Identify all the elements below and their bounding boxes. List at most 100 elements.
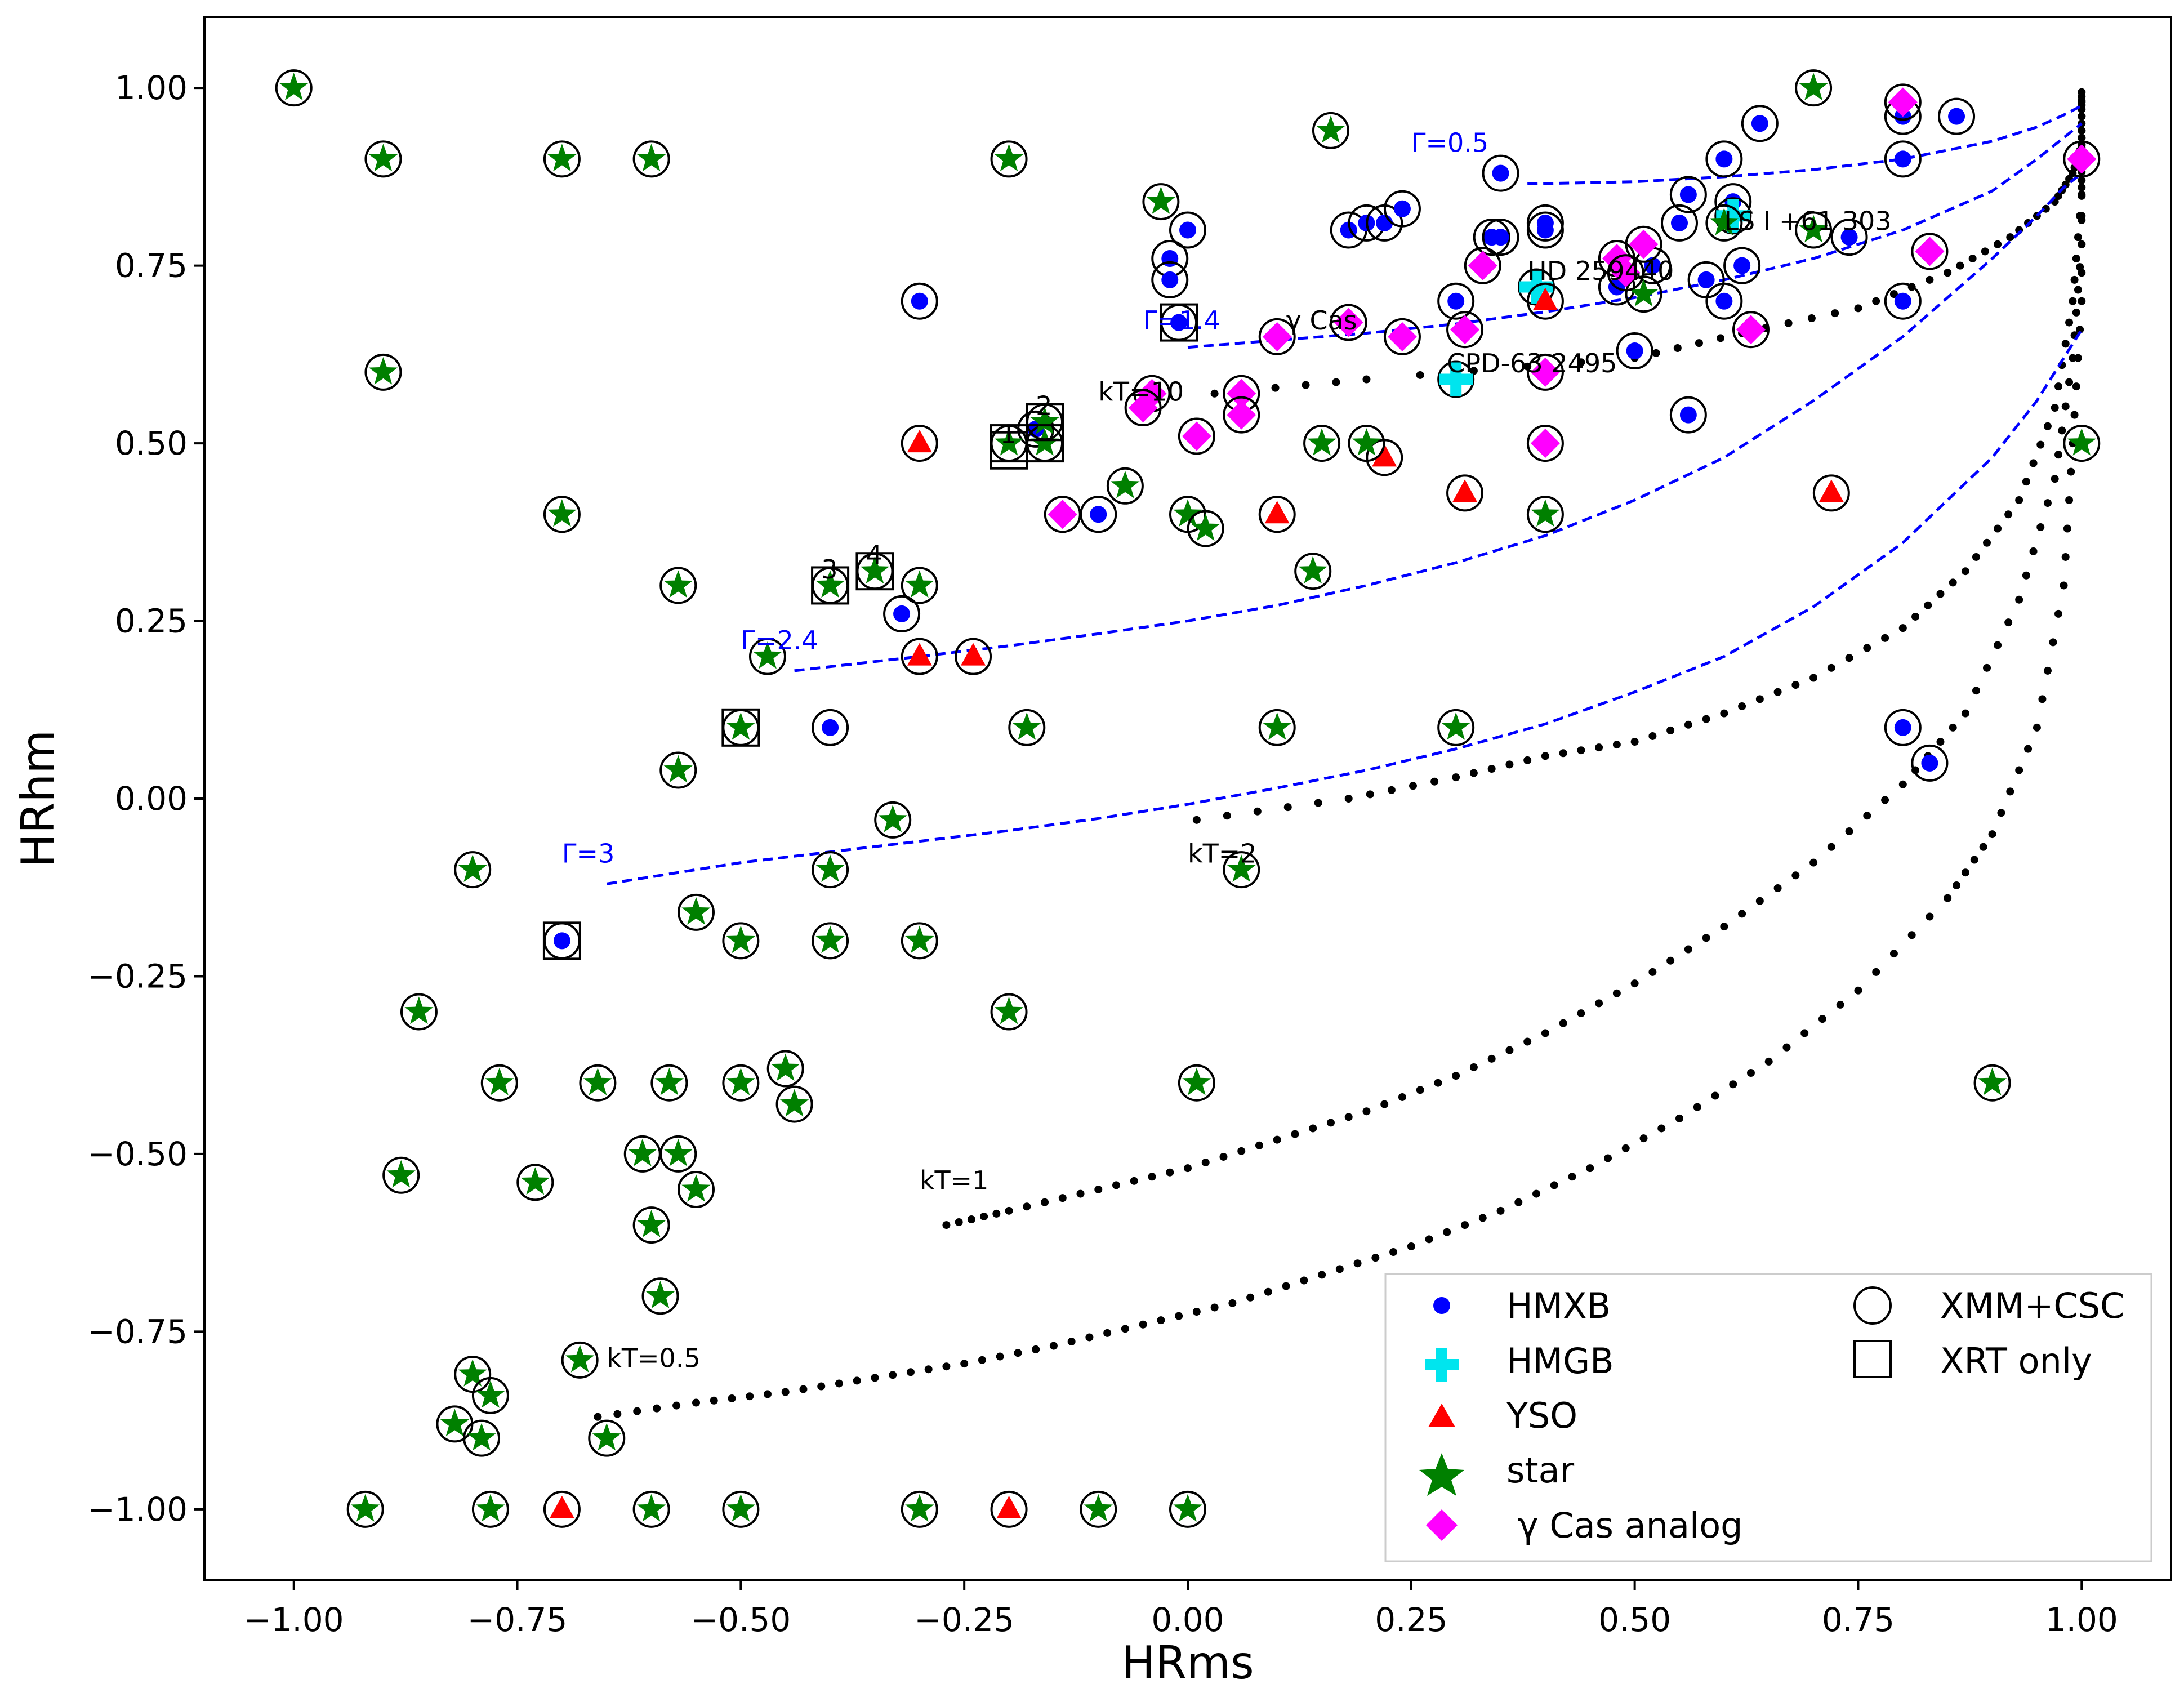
kt-curve-3-dot — [871, 1374, 879, 1382]
star-point — [1012, 712, 1041, 740]
xmm-csc-ring — [1526, 211, 1564, 249]
axes: −1.00 −0.75 −0.50 −0.25 0.00 0.25 0.50 0.75 1.00… — [87, 69, 2118, 1639]
gcas-analog-point — [1629, 229, 1659, 259]
xmm-csc-ring — [471, 1376, 509, 1414]
gcas-analog-point — [1611, 258, 1641, 288]
kt-curve-3-dot — [1496, 1206, 1505, 1215]
kt-curve-3-dot — [1568, 1173, 1576, 1181]
star-point — [458, 854, 487, 882]
kt-curve-2-dot — [1684, 945, 1692, 954]
xmm-csc-ring — [632, 1490, 670, 1528]
star-point — [779, 1089, 809, 1117]
kt-curve-3-dot — [1103, 1329, 1112, 1337]
annotation-kt-0-5: kT=0.5 — [607, 1343, 700, 1373]
kt-curve-3-dot — [1139, 1320, 1147, 1329]
annotation-1-4: Γ=1.4 — [1143, 305, 1220, 336]
kt-curve-0-dot — [1332, 378, 1340, 386]
star-point — [878, 804, 907, 832]
xmm-csc-ring — [1169, 1490, 1206, 1528]
yso-point — [907, 430, 932, 453]
star-point — [1146, 186, 1176, 214]
kt-curve-1-dot — [1344, 795, 1353, 803]
kt-curve-3-dot — [1335, 1265, 1344, 1273]
hmxb-point — [822, 719, 839, 736]
kt-curve-3-dot — [1049, 1342, 1058, 1350]
kt-curve-2-dot — [1720, 923, 1728, 931]
xmm-csc-ring — [1661, 204, 1698, 242]
kt-curve-1-dot — [1702, 715, 1710, 723]
kt-curve-1-dot — [2051, 404, 2059, 412]
kt-curve-1-dot — [1666, 726, 1675, 734]
xmm-csc-ring — [1705, 140, 1743, 178]
kt-curve-0-dot — [1673, 344, 1682, 353]
xmm-csc-ring — [1294, 553, 1332, 590]
xmm-csc-ring — [901, 922, 938, 960]
kt-curve-1-dot — [1773, 688, 1782, 696]
xmm-csc-ring — [1482, 154, 1519, 192]
kt-curve-0-dot — [2054, 191, 2063, 200]
y-tick-label: −0.50 — [87, 1135, 188, 1173]
kt-curve-0-dot — [1981, 247, 1989, 256]
xmm-csc-ring — [2063, 425, 2101, 462]
kt-curve-0-dot — [1994, 240, 2002, 248]
star-point — [637, 1210, 666, 1237]
xmm-csc-ring — [543, 496, 581, 533]
y-tick-label: 0.00 — [115, 779, 188, 818]
kt-curve-3-dot — [1729, 1080, 1737, 1089]
xmm-csc-ring — [874, 801, 912, 839]
star-point — [681, 897, 711, 925]
gamma-curve-3 — [606, 328, 2083, 885]
legend-gcas-marker — [1426, 1509, 1458, 1541]
kt-curve-2-dot — [1076, 1189, 1085, 1198]
kt-curve-1-dot — [1961, 567, 1969, 576]
kt-curve-2-dot — [2078, 191, 2086, 200]
kt-curve-3-dot — [1657, 1124, 1666, 1133]
kt-curve-2-dot — [1041, 1198, 1049, 1206]
xmm-csc-ring — [1437, 709, 1475, 746]
xrt-only-marker — [855, 552, 894, 591]
xmm-csc-ring — [650, 1064, 688, 1102]
x-tick-label: −0.25 — [914, 1601, 1014, 1639]
star-point — [726, 925, 755, 954]
xmm-csc-ring — [1669, 396, 1707, 434]
xmm-csc-ring — [901, 282, 938, 320]
star-point — [637, 144, 666, 172]
xmm-csc-ring — [641, 1277, 679, 1315]
kt-curve-3-dot — [1157, 1316, 1165, 1325]
kt-curve-1-dot — [1755, 695, 1764, 703]
kt-curve-2-dot — [1809, 858, 1818, 867]
kt-curve-3-dot — [1854, 986, 1862, 995]
xmm-csc-ring — [1884, 140, 1922, 178]
annotation-ls-i-61-303: LS I +61 303 — [1724, 206, 1891, 237]
kt-curve-3-dot — [653, 1404, 661, 1413]
kt-curve-3-dot — [817, 1382, 826, 1391]
kt-curve-2-dot — [1344, 1113, 1353, 1121]
kt-curve-3-dot — [853, 1376, 861, 1385]
kt-curve-3-dot — [781, 1388, 790, 1396]
kt-curve-2-dot — [2036, 523, 2045, 531]
kt-curve-3-dot — [2067, 467, 2075, 476]
xrt-only-marker — [542, 921, 581, 960]
kt-curve-2-dot — [942, 1221, 951, 1229]
star-point — [905, 925, 934, 954]
kt-curve-2-dot — [2051, 475, 2059, 483]
kt-curve-3-dot — [2063, 524, 2071, 533]
kt-curve-2-dot — [1738, 910, 1746, 918]
kt-curve-3-dot — [1872, 968, 1880, 976]
kt-curve-1-dot — [2072, 255, 2080, 263]
star-point — [1030, 428, 1059, 456]
kt-curve-3-dot — [2061, 553, 2070, 561]
xmm-csc-ring — [1884, 282, 1922, 320]
hmxb-point — [1626, 342, 1643, 360]
hmxb-point — [1948, 108, 1965, 125]
xmm-csc-ring — [1812, 474, 1850, 512]
kt-curve-3-dot — [728, 1394, 736, 1402]
kt-curve-0-dot — [2006, 233, 2014, 242]
kt-curve-3-dot — [1121, 1325, 1129, 1333]
hmxb-point — [1679, 186, 1697, 203]
star-point — [458, 1359, 487, 1387]
kt-curve-1-dot — [2065, 318, 2074, 327]
kt-curve-1-dot — [1387, 786, 1396, 794]
kt-curve-3-dot — [1014, 1349, 1022, 1357]
kt-curve-2-dot — [1148, 1173, 1156, 1181]
